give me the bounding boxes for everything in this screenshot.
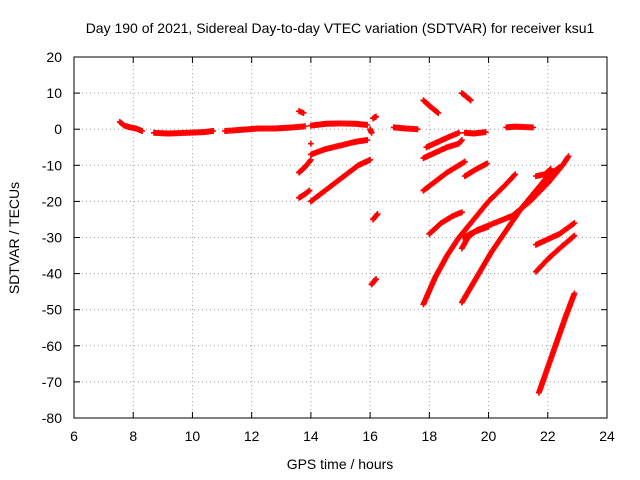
data-series	[370, 211, 381, 223]
y-tick-label: 0	[54, 121, 62, 137]
plot-frame	[73, 56, 608, 419]
data-series	[420, 158, 468, 194]
data-series	[296, 108, 307, 116]
data-point	[139, 128, 146, 135]
data-series	[426, 209, 465, 237]
data-point	[367, 156, 374, 163]
data-point	[482, 129, 489, 136]
x-tick-label: 16	[362, 428, 378, 444]
y-tick-label: 10	[46, 85, 62, 101]
data-point	[511, 172, 518, 179]
data-point	[434, 109, 441, 116]
data-point	[458, 137, 465, 144]
chart-title: Day 190 of 2021, Sidereal Day-to-day VTE…	[86, 20, 595, 36]
y-tick-label: -70	[42, 374, 62, 390]
data-point	[373, 212, 380, 219]
data-series	[367, 126, 375, 136]
data-point	[374, 211, 381, 218]
data-point	[485, 223, 492, 230]
y-axis-label: SDTVAR / TECUs	[6, 182, 22, 294]
data-point	[467, 97, 474, 104]
data-series	[150, 128, 217, 137]
data-point	[307, 156, 314, 163]
data-series	[307, 156, 374, 205]
data-series	[535, 290, 578, 396]
y-tick-label: -60	[42, 338, 62, 354]
data-point	[570, 233, 577, 240]
data-point	[571, 232, 578, 239]
data-point	[306, 187, 313, 194]
data-point	[305, 188, 312, 195]
data-point	[455, 129, 462, 136]
data-point	[364, 121, 371, 128]
data-series	[420, 137, 465, 162]
data-point	[461, 158, 468, 165]
data-series	[307, 137, 371, 158]
data-series	[503, 123, 536, 131]
y-tick-label: -10	[42, 157, 62, 173]
data-point	[466, 96, 473, 103]
y-tick-label: -80	[42, 410, 62, 426]
y-tick-label: -40	[42, 266, 62, 282]
data-series	[461, 129, 489, 137]
y-axis-ticks: 20 10 0 -10 -20 -30 -40 -50 -60 -70 -80	[42, 49, 607, 426]
data-point	[307, 140, 314, 147]
x-axis-label: GPS time / hours	[287, 456, 394, 472]
data-point	[372, 277, 379, 284]
data-series	[307, 120, 371, 129]
x-tick-label: 12	[244, 428, 260, 444]
grid-lines	[74, 57, 607, 418]
y-tick-label: -20	[42, 193, 62, 209]
data-series	[420, 171, 519, 308]
x-tick-label: 18	[422, 428, 438, 444]
data-point	[571, 290, 578, 297]
data-series	[116, 118, 146, 135]
data-point	[364, 137, 371, 144]
data-series	[460, 223, 492, 241]
data-point	[301, 123, 308, 130]
data-series	[423, 129, 462, 151]
data-point	[373, 113, 380, 120]
data-series	[370, 113, 380, 122]
data-series	[420, 97, 442, 116]
x-tick-label: 24	[599, 428, 615, 444]
data-points	[116, 90, 578, 396]
data-point	[373, 276, 380, 283]
x-tick-label: 14	[303, 428, 319, 444]
data-series	[307, 140, 314, 147]
data-point	[546, 166, 553, 173]
x-tick-label: 6	[70, 428, 78, 444]
x-tick-label: 10	[185, 428, 201, 444]
data-series	[296, 156, 314, 176]
data-point	[571, 220, 578, 227]
data-series	[532, 232, 578, 275]
data-series	[461, 160, 491, 180]
data-point	[458, 209, 465, 216]
data-point	[414, 126, 421, 133]
data-point	[435, 109, 442, 116]
x-axis-ticks: 6 8 10 12 14 16 18 20 22 24	[70, 57, 615, 444]
data-point	[565, 153, 572, 160]
data-point	[512, 171, 519, 178]
data-series	[458, 90, 474, 104]
data-series	[532, 165, 554, 180]
x-tick-label: 8	[129, 428, 137, 444]
data-series	[532, 220, 578, 248]
y-tick-label: -50	[42, 302, 62, 318]
y-tick-label: 20	[46, 49, 62, 65]
data-series	[390, 124, 421, 133]
data-series	[296, 187, 313, 201]
x-tick-label: 22	[540, 428, 556, 444]
data-point	[368, 129, 375, 136]
x-tick-label: 20	[481, 428, 497, 444]
data-point	[210, 128, 217, 135]
data-series	[368, 276, 380, 288]
data-point	[547, 165, 554, 172]
data-point	[300, 109, 307, 116]
data-series	[222, 123, 308, 135]
data-point	[529, 124, 536, 131]
data-point	[484, 160, 491, 167]
y-tick-label: -30	[42, 230, 62, 246]
